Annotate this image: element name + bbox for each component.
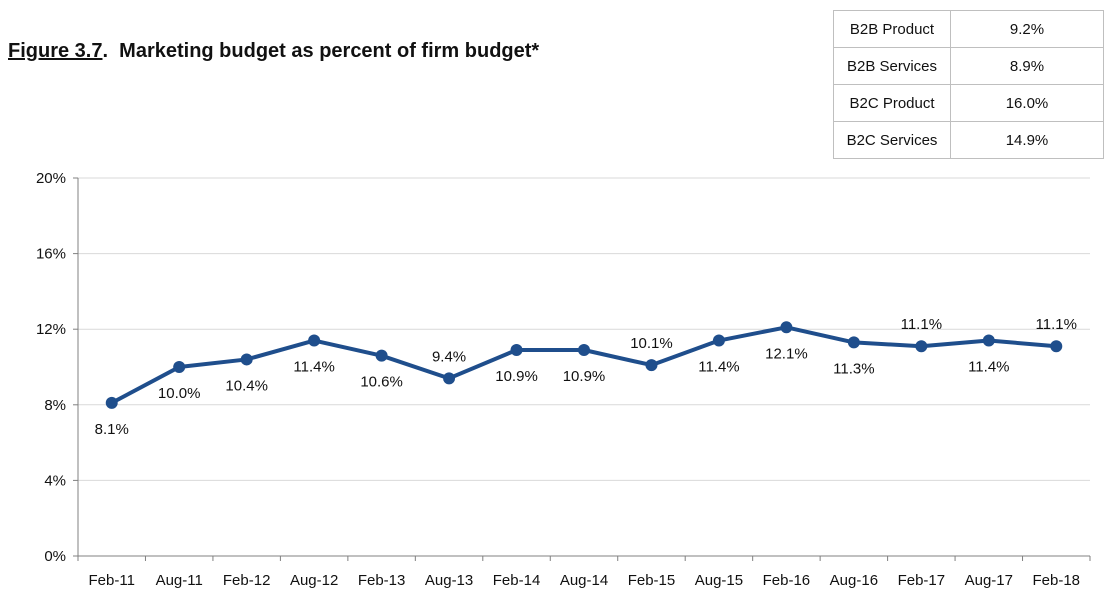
y-tick-label: 8% [44,397,66,414]
data-label: 10.9% [495,368,538,385]
chart-title: Figure 3.7. Marketing budget as percent … [8,40,539,63]
y-tick-label: 12% [36,321,66,338]
data-point [982,334,995,347]
data-label: 10.0% [158,385,201,402]
table-row: B2C Product 16.0% [833,84,1104,122]
x-tick-label: Aug-12 [290,572,338,589]
x-tick-label: Aug-11 [156,572,203,589]
data-label: 12.1% [765,345,808,362]
data-point [443,372,456,385]
y-tick-label: 4% [44,472,66,489]
y-tick-label: 0% [44,548,66,565]
x-tick-label: Feb-17 [898,572,946,589]
data-point [173,361,186,373]
data-point [1050,340,1063,353]
data-label: 11.3% [833,360,874,377]
data-point [847,336,860,349]
x-tick-label: Aug-14 [560,572,608,589]
x-tick-label: Feb-14 [493,572,541,589]
data-point [780,321,793,334]
segment-label: B2B Services [833,47,951,85]
segment-summary-table: B2B Product 9.2% B2B Services 8.9% B2C P… [833,10,1104,159]
data-point [240,353,253,366]
data-point [712,334,725,347]
data-label: 11.4% [293,359,334,376]
data-label: 10.4% [225,377,268,394]
x-tick-label: Aug-15 [695,572,743,589]
data-label: 10.6% [360,374,403,391]
data-point [510,343,523,356]
segment-label: B2B Product [833,10,951,48]
table-row: B2B Services 8.9% [833,47,1104,85]
data-point [645,359,658,372]
x-tick-label: Feb-12 [223,572,271,589]
data-point [375,349,388,362]
title-text: Marketing budget as percent of firm budg… [108,40,540,62]
data-label: 11.1% [901,316,942,333]
x-tick-label: Feb-18 [1033,572,1081,589]
data-point [308,334,321,347]
segment-value: 14.9% [950,121,1104,159]
figure-label-separator: . [102,40,109,62]
data-label: 9.4% [432,348,466,365]
data-label: 8.1% [95,421,129,438]
data-label: 11.1% [1036,316,1077,333]
data-label: 11.4% [698,359,739,376]
y-tick-label: 16% [36,246,66,263]
data-label: 11.4% [968,359,1009,376]
y-tick-label: 20% [36,170,66,187]
segment-label: B2C Product [833,84,951,122]
table-row: B2C Services 14.9% [833,121,1104,159]
segment-value: 16.0% [950,84,1104,122]
table-row: B2B Product 9.2% [833,10,1104,48]
x-tick-label: Feb-16 [763,572,811,589]
data-point [915,340,928,353]
segment-value: 9.2% [950,10,1104,48]
data-label: 10.1% [630,335,673,352]
x-tick-label: Aug-13 [425,572,473,589]
data-label: 10.9% [563,368,606,385]
x-tick-label: Feb-11 [89,572,135,589]
data-point [578,343,590,356]
x-tick-label: Feb-13 [358,572,406,589]
x-tick-label: Feb-15 [628,572,676,589]
segment-label: B2C Services [833,121,951,159]
x-tick-label: Aug-16 [830,572,878,589]
data-point [105,396,118,409]
figure-label: Figure 3.7 [8,40,103,62]
x-tick-label: Aug-17 [965,572,1013,589]
